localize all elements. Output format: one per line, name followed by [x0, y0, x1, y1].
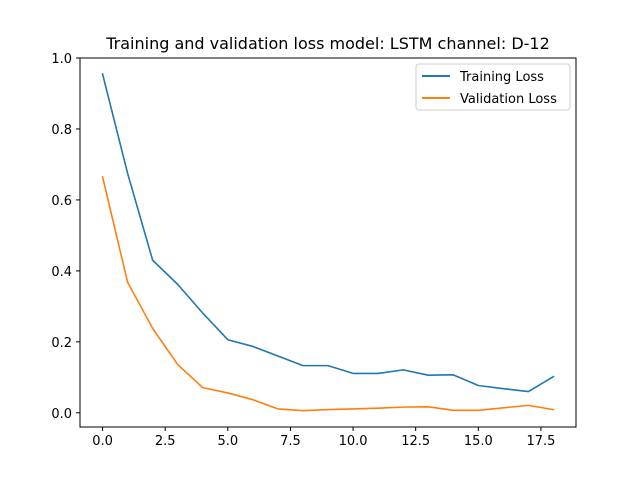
x-tick-label: 10.0	[339, 434, 368, 449]
series-line-training-loss	[101, 72, 555, 393]
chart-title: Training and validation loss model: LSTM…	[105, 34, 550, 53]
y-tick-label: 0.8	[51, 123, 72, 138]
x-tick-label: 7.5	[280, 434, 301, 449]
x-tick-label: 12.5	[401, 434, 430, 449]
y-tick-label: 0.6	[51, 194, 72, 209]
x-tick-label: 15.0	[464, 434, 493, 449]
legend-label: Validation Loss	[460, 92, 557, 107]
y-tick-label: 0.2	[51, 336, 72, 351]
series-line-validation-loss	[101, 175, 555, 412]
legend-label: Training Loss	[459, 70, 544, 85]
legend-box	[415, 63, 571, 111]
legend: Training Loss Validation Loss	[415, 63, 571, 111]
x-tick-label: 2.5	[155, 434, 176, 449]
x-tick-label: 0.0	[92, 434, 113, 449]
x-tick-label: 17.5	[526, 434, 555, 449]
plot-area	[101, 72, 555, 412]
y-axis: 0.0 0.2 0.4 0.6 0.8 1.0	[51, 52, 80, 422]
y-tick-label: 0.4	[51, 265, 72, 280]
x-axis: 0.0 2.5 5.0 7.5 10.0 12.5 15.0 17.5	[92, 427, 555, 449]
x-tick-label: 5.0	[217, 434, 238, 449]
y-tick-label: 0.0	[51, 407, 72, 422]
axes-frame	[79, 57, 577, 428]
y-tick-label: 1.0	[51, 52, 72, 67]
